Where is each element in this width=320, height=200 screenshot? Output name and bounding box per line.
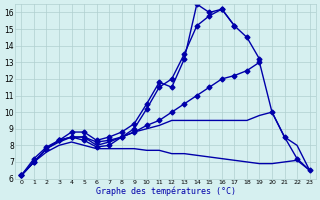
X-axis label: Graphe des températures (°C): Graphe des températures (°C) [95, 186, 236, 196]
